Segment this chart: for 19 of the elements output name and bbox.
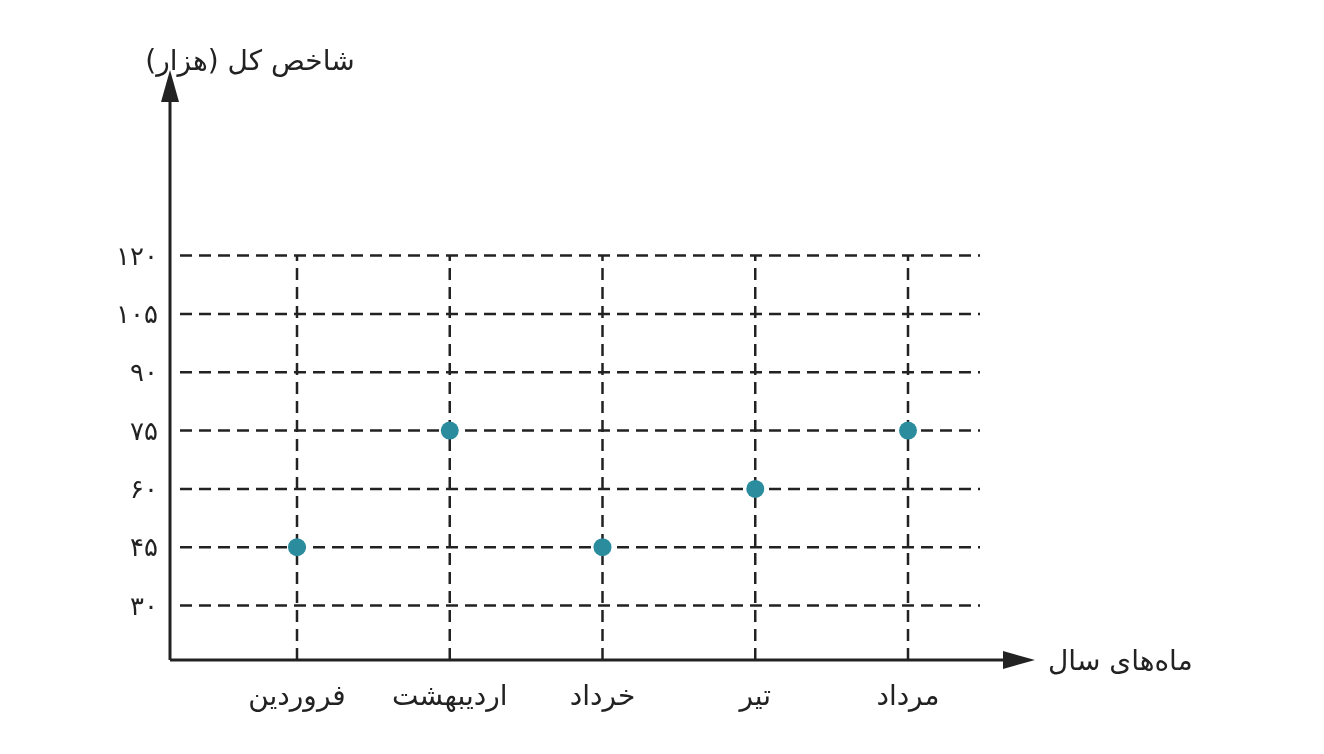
point [899,421,917,440]
x-tick-label: تیر [737,679,772,712]
x-tick-label: مرداد [876,679,940,712]
point [593,538,612,557]
point [746,479,765,498]
point [440,421,459,440]
y-tick-label: ۶۰ [130,473,158,504]
y-axis-title: شاخص کل (هزار) [145,44,355,77]
y-tick-label: ۱۲۰ [116,240,158,271]
y-tick-label: ۹۰ [130,357,158,388]
y-tick-label: ۷۵ [130,415,158,446]
y-tick-label: ۱۰۵ [116,298,158,329]
x-axis-title: ماه‌های سال [1048,643,1193,677]
y-tick-label: ۳۰ [130,590,158,621]
x-tick-label: فروردین [248,679,346,712]
x-tick-label: خرداد [569,679,636,712]
x-tick-label: اردیبهشت [392,679,508,712]
y-tick-label: ۴۵ [130,532,158,563]
point [288,538,306,557]
